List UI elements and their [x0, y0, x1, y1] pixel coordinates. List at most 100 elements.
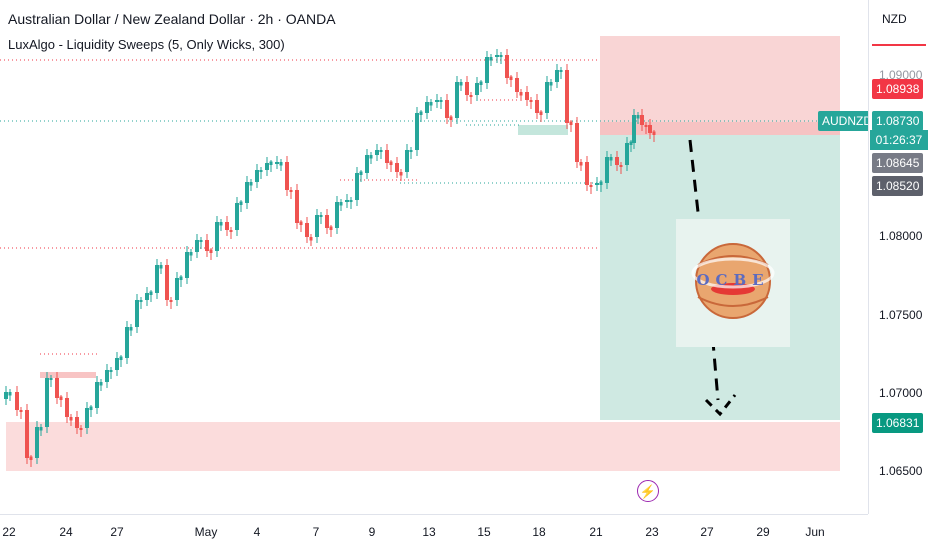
candle-body: [199, 240, 203, 242]
candle-body: [85, 408, 89, 428]
candle-body: [169, 300, 173, 302]
candle-body: [355, 173, 359, 200]
lightning-icon[interactable]: ⚡: [637, 480, 659, 502]
candle-body: [229, 230, 233, 232]
candle-body: [555, 70, 559, 82]
level-label: 1.08645: [872, 153, 924, 173]
level-label: 1.08520: [872, 176, 924, 196]
time-tick: 4: [253, 525, 261, 539]
candle-body: [299, 221, 303, 225]
candle-body: [185, 252, 189, 278]
chart-area[interactable]: Australian Dollar / New Zealand Dollar ·…: [0, 0, 868, 514]
candle-body: [579, 162, 583, 166]
candle-body: [315, 215, 319, 237]
indicator-legend[interactable]: LuxAlgo - Liquidity Sweeps (5, Only Wick…: [8, 37, 285, 52]
candle-body: [339, 202, 343, 206]
candle-body: [475, 83, 479, 95]
candle-body: [489, 57, 493, 61]
candle-body: [425, 102, 429, 113]
candle-body: [139, 300, 143, 302]
candle-body: [125, 327, 129, 358]
candle-body: [375, 150, 379, 155]
price-axis[interactable]: 1.09000 1.08000 1.07500 1.07000 1.06500 …: [868, 0, 932, 514]
candle-body: [269, 161, 273, 165]
candle-body: [648, 125, 652, 133]
candle-body: [159, 265, 163, 269]
candle-body: [569, 121, 573, 125]
currency-underline: [872, 44, 926, 46]
price-tick: 1.07000: [879, 386, 923, 400]
candle-body: [632, 115, 636, 143]
candle-body: [75, 417, 79, 428]
bar-countdown: 01:26:37: [870, 130, 928, 150]
candle-body: [309, 237, 313, 241]
candle-body: [4, 392, 8, 399]
time-tick: 13: [422, 525, 436, 539]
candle-body: [599, 181, 603, 185]
candle-body: [605, 157, 609, 183]
candle-body: [485, 57, 489, 83]
candle-body: [379, 150, 383, 152]
demand-zone: [6, 422, 840, 471]
candle-body: [625, 143, 629, 165]
candle-body: [29, 456, 33, 460]
candle-body: [595, 183, 599, 185]
candle-body: [59, 396, 63, 400]
logo-text: OCBE: [696, 271, 770, 289]
candle-body: [255, 170, 259, 182]
candle-body: [265, 163, 269, 170]
candle-body: [79, 428, 83, 430]
candle-body: [465, 82, 469, 95]
candle-body: [275, 162, 279, 164]
candle-body: [409, 150, 413, 152]
candle-body: [49, 378, 53, 380]
time-axis[interactable]: 22 24 27 May 4 7 9 13 15 18 21 23 27 29 …: [0, 514, 868, 551]
candle-body: [225, 222, 229, 230]
candle-body: [415, 113, 419, 150]
candle-body: [575, 123, 579, 162]
symbol-title[interactable]: Australian Dollar / New Zealand Dollar ·…: [8, 11, 336, 27]
time-tick: 15: [477, 525, 491, 539]
candle-body: [529, 100, 533, 102]
candle-body: [205, 240, 209, 251]
candle-body: [209, 249, 213, 253]
currency-selector[interactable]: NZD: [882, 12, 907, 26]
candle-body: [349, 200, 353, 202]
price-tick: 1.09000: [879, 68, 923, 82]
candle-body: [439, 100, 443, 102]
candle-body: [644, 125, 648, 127]
candle-body: [515, 78, 519, 92]
candle-body: [95, 382, 99, 408]
candle-body: [499, 55, 503, 57]
sweep-zone: [40, 372, 96, 378]
price-tick: 1.08000: [879, 229, 923, 243]
candle-body: [25, 410, 29, 458]
candle-body: [549, 82, 553, 86]
candle-body: [479, 81, 483, 85]
candle-body: [39, 427, 43, 431]
candle-body: [359, 171, 363, 175]
candle-body: [535, 100, 539, 113]
candle-body: [99, 382, 103, 386]
candle-body: [195, 240, 199, 252]
candle-body: [295, 190, 299, 223]
candle-body: [429, 102, 433, 106]
candle-body: [15, 392, 19, 410]
candle-body: [545, 82, 549, 113]
candle-body: [55, 378, 59, 398]
stop-price-label: 1.08938: [872, 79, 924, 99]
candle-body: [215, 222, 219, 251]
candle-body: [419, 111, 423, 115]
time-tick: 9: [368, 525, 376, 539]
time-tick: 23: [645, 525, 659, 539]
candle-body: [636, 115, 640, 119]
candle-body: [189, 252, 193, 256]
time-tick: 29: [756, 525, 770, 539]
time-tick: May: [194, 525, 218, 539]
candle-body: [609, 157, 613, 161]
time-tick: Jun: [805, 525, 825, 539]
candle-body: [335, 202, 339, 228]
time-tick: 18: [532, 525, 546, 539]
candle-body: [129, 327, 133, 331]
candle-body: [279, 162, 283, 166]
